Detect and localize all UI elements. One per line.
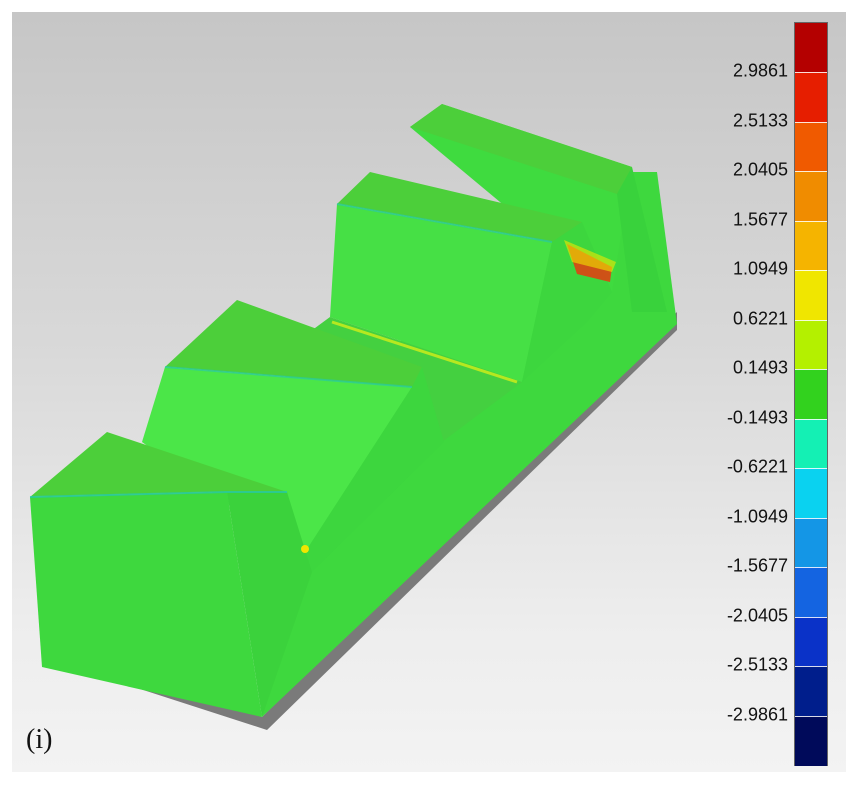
color-scale-segment bbox=[795, 567, 827, 618]
color-scale-tick-label: -0.6221 bbox=[726, 456, 788, 477]
color-scale-segment bbox=[795, 171, 827, 222]
color-scale-segment bbox=[795, 270, 827, 321]
color-scale-segment bbox=[795, 666, 827, 717]
color-scale-tick-label: -2.5133 bbox=[726, 654, 788, 675]
edge-highlight-2 bbox=[164, 366, 413, 388]
color-scale-tick-label: 1.5677 bbox=[732, 209, 788, 230]
color-scale-segment bbox=[795, 517, 827, 569]
color-scale-tick bbox=[795, 72, 827, 74]
color-scale-tick bbox=[795, 418, 827, 420]
deviation-viewport[interactable]: (i) 2.9861 2.5133 2.0405 1.5677 1.0949 0.6221… bbox=[12, 12, 846, 772]
color-scale-tick-label: 2.5133 bbox=[732, 110, 788, 131]
color-scale-segment bbox=[795, 121, 827, 173]
color-scale-tick bbox=[795, 369, 827, 371]
color-scale-tick bbox=[795, 270, 827, 272]
tooth-4-top bbox=[410, 104, 632, 194]
tooth-3-top bbox=[337, 172, 582, 242]
tooth-1-top bbox=[30, 432, 287, 497]
color-scale-tick bbox=[795, 616, 827, 618]
color-scale-tick bbox=[795, 666, 827, 668]
tooth-1-right bbox=[227, 492, 312, 717]
color-scale-tick bbox=[795, 121, 827, 123]
color-scale-segment bbox=[795, 319, 827, 371]
tooth-3-front-face bbox=[330, 204, 552, 382]
color-scale-segment bbox=[795, 418, 827, 470]
color-scale-tick-label: -0.1493 bbox=[726, 407, 788, 428]
tooth-4-right bbox=[617, 167, 667, 312]
color-scale-tick-label: -1.5677 bbox=[726, 555, 788, 576]
color-scale-tick-label: -2.0405 bbox=[726, 605, 788, 626]
color-scale-segment bbox=[795, 468, 827, 519]
groove-edge-line bbox=[331, 320, 518, 384]
color-scale-tick bbox=[795, 715, 827, 717]
color-scale-tick bbox=[795, 468, 827, 470]
color-scale-tick bbox=[795, 220, 827, 222]
color-scale-segment bbox=[795, 72, 827, 123]
color-scale-segment bbox=[795, 220, 827, 272]
edge-highlight-3 bbox=[336, 203, 553, 243]
color-scale-segment bbox=[795, 23, 827, 74]
color-scale-tick-label: 1.0949 bbox=[732, 258, 788, 279]
tooth-2-top bbox=[165, 300, 422, 387]
color-scale-tick bbox=[795, 517, 827, 519]
tooth-2-right bbox=[302, 367, 444, 572]
panel-label: (i) bbox=[26, 724, 53, 755]
color-scale-tick bbox=[795, 319, 827, 321]
color-scale-tick-label: -2.9861 bbox=[726, 704, 788, 725]
color-scale-segment bbox=[795, 715, 827, 766]
tooth-2-front-face bbox=[142, 367, 412, 557]
color-scale-tick-label: 2.0405 bbox=[732, 159, 788, 180]
color-scale-tick-label: 2.9861 bbox=[732, 60, 788, 81]
deviation-hotspot-yellow bbox=[564, 240, 616, 272]
color-scale-tick-label: 0.6221 bbox=[732, 308, 788, 329]
color-scale-tick bbox=[795, 567, 827, 569]
color-scale-tick-label: 0.1493 bbox=[732, 357, 788, 378]
edge-highlight bbox=[29, 491, 287, 498]
color-scale-bar bbox=[794, 22, 828, 766]
color-scale-tick bbox=[795, 171, 827, 173]
deviation-hotspot-small bbox=[301, 545, 309, 553]
color-scale-segment bbox=[795, 616, 827, 668]
color-scale-tick-label: -1.0949 bbox=[726, 506, 788, 527]
color-scale-segment bbox=[795, 369, 827, 420]
gear-part-deviation-model[interactable] bbox=[12, 12, 846, 772]
tooth-1-front-face bbox=[30, 492, 262, 717]
